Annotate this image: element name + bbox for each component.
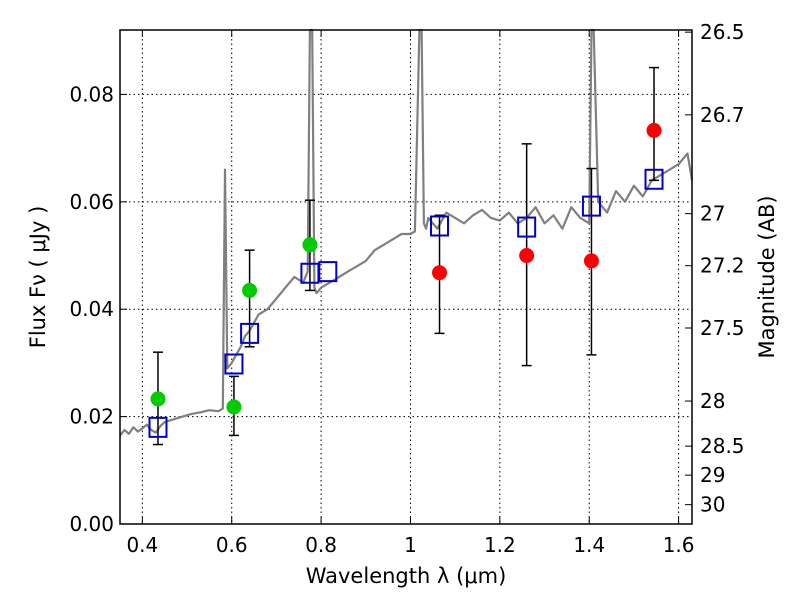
y2-tick-label: 26.5 (700, 20, 745, 44)
data-point-marker (150, 391, 166, 407)
model-square-marker (318, 261, 338, 283)
spectrum (119, 28, 694, 437)
tick-labels: 0.4 0.6 0.8 1 1.2 1.4 1.6 0.00 0.02 0.04 0.06 0.08 2… (69, 20, 744, 557)
y2-tick-label: 28 (700, 389, 725, 413)
model-square-marker (644, 168, 664, 190)
axis-ticks (120, 30, 692, 525)
data-markers (148, 122, 664, 438)
x-tick-label: 0.8 (305, 533, 337, 557)
y2-tick-label: 30 (700, 493, 725, 517)
y2-tick-label: 29 (700, 463, 725, 487)
data-point-marker (302, 237, 318, 253)
x-tick-label: 1.6 (663, 533, 695, 557)
x-tick-label: 1.4 (573, 533, 605, 557)
data-point-marker (646, 122, 662, 138)
model-square-marker (240, 322, 260, 344)
data-point-marker (519, 248, 535, 264)
grid-lines (120, 30, 692, 525)
plot-frame (119, 29, 693, 525)
x-tick-label: 0.4 (126, 533, 158, 557)
model-square-marker (581, 195, 601, 217)
y-tick-label: 0.06 (69, 190, 114, 214)
y-tick-label: 0.08 (69, 82, 114, 106)
y2-tick-label: 27.2 (700, 254, 745, 278)
y2-tick-label: 27.5 (700, 316, 745, 340)
data-point-marker (583, 253, 599, 269)
y-tick-label: 0.02 (69, 405, 114, 429)
y2-tick-label: 27 (700, 202, 725, 226)
y-tick-label: 0.04 (69, 297, 114, 321)
y-tick-label: 0.00 (69, 512, 114, 536)
x-tick-label: 1.2 (484, 533, 516, 557)
spectrum-line (119, 28, 694, 437)
model-square-marker (430, 215, 450, 237)
model-square-marker (224, 353, 244, 375)
model-square-marker (148, 416, 168, 438)
x-axis-title: Wavelength λ (μm) (306, 564, 507, 588)
y2-tick-label: 26.7 (700, 103, 745, 127)
model-square-marker (517, 216, 537, 238)
error-bars (152, 66, 660, 446)
data-point-marker (242, 282, 258, 298)
y-axis-title: Flux Fν ( μJy ) (26, 206, 50, 349)
data-point-marker (432, 265, 448, 281)
y2-axis-title: Magnitude (AB) (755, 195, 779, 358)
x-tick-label: 1 (404, 533, 417, 557)
y2-tick-label: 28.5 (700, 434, 745, 458)
x-tick-label: 0.6 (216, 533, 248, 557)
data-point-marker (226, 399, 242, 415)
